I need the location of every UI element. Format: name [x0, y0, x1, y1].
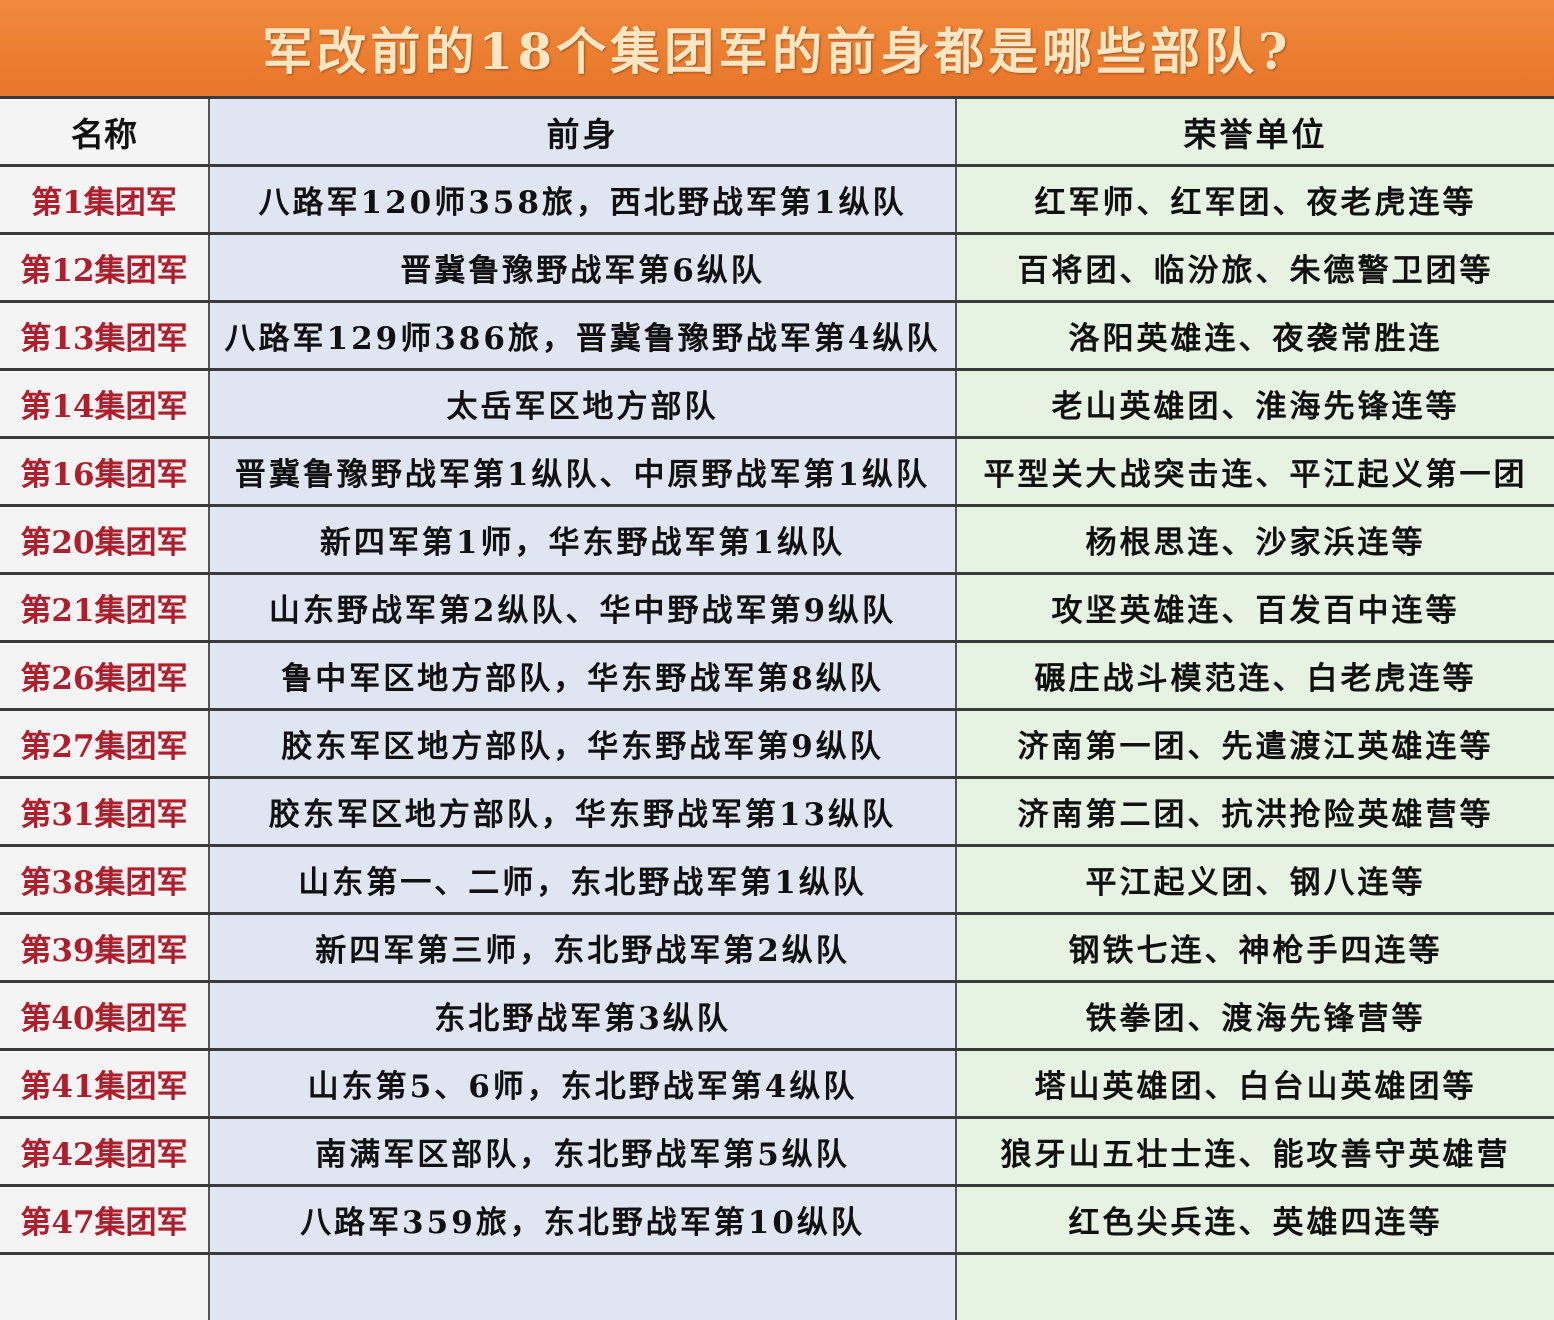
cell-name: 第12集团军	[0, 235, 210, 300]
table-row: 第47集团军 八路军359旅，东北野战军第10纵队 红色尖兵连、英雄四连等	[0, 1184, 1554, 1252]
cell-predecessor: 新四军第1师，华东野战军第1纵队	[210, 507, 957, 572]
cell-predecessor: 八路军120师358旅，西北野战军第1纵队	[210, 167, 957, 232]
table-header: 名称 前身 荣誉单位	[0, 96, 1554, 164]
cell-honor-units: 钢铁七连、神枪手四连等	[957, 915, 1554, 980]
cell-name: 第1集团军	[0, 167, 210, 232]
cell-honor-units: 济南第一团、先遣渡江英雄连等	[957, 711, 1554, 776]
cell-honor-units: 攻坚英雄连、百发百中连等	[957, 575, 1554, 640]
cell-name: 第27集团军	[0, 711, 210, 776]
table-row: 第26集团军 鲁中军区地方部队，华东野战军第8纵队 碾庄战斗模范连、白老虎连等	[0, 640, 1554, 708]
table-row: 第20集团军 新四军第1师，华东野战军第1纵队 杨根思连、沙家浜连等	[0, 504, 1554, 572]
cell-name: 第21集团军	[0, 575, 210, 640]
cell-name: 第14集团军	[0, 371, 210, 436]
cell-honor-units: 碾庄战斗模范连、白老虎连等	[957, 643, 1554, 708]
table-row: 第1集团军 八路军120师358旅，西北野战军第1纵队 红军师、红军团、夜老虎连等	[0, 164, 1554, 232]
cell-name: 第13集团军	[0, 303, 210, 368]
table-row: 第41集团军 山东第5、6师，东北野战军第4纵队 塔山英雄团、白台山英雄团等	[0, 1048, 1554, 1116]
table-row: 第40集团军 东北野战军第3纵队 铁拳团、渡海先锋营等	[0, 980, 1554, 1048]
cell-predecessor: 东北野战军第3纵队	[210, 983, 957, 1048]
table-row: 第14集团军 太岳军区地方部队 老山英雄团、淮海先锋连等	[0, 368, 1554, 436]
header-honor-units: 荣誉单位	[957, 99, 1554, 164]
cell-honor-units: 老山英雄团、淮海先锋连等	[957, 371, 1554, 436]
cell-name: 第31集团军	[0, 779, 210, 844]
table-row: 第31集团军 胶东军区地方部队，华东野战军第13纵队 济南第二团、抗洪抢险英雄营等	[0, 776, 1554, 844]
cell-honor-units: 红色尖兵连、英雄四连等	[957, 1187, 1554, 1252]
cell-name: 第41集团军	[0, 1051, 210, 1116]
table-row: 第27集团军 胶东军区地方部队，华东野战军第9纵队 济南第一团、先遣渡江英雄连等	[0, 708, 1554, 776]
page-title: 军改前的18个集团军的前身都是哪些部队?	[0, 0, 1554, 96]
table-row: 第39集团军 新四军第三师，东北野战军第2纵队 钢铁七连、神枪手四连等	[0, 912, 1554, 980]
cell-honor-units: 百将团、临汾旅、朱德警卫团等	[957, 235, 1554, 300]
cell-name: 第40集团军	[0, 983, 210, 1048]
cell-name: 第42集团军	[0, 1119, 210, 1184]
cell-honor-units: 塔山英雄团、白台山英雄团等	[957, 1051, 1554, 1116]
cell-predecessor: 八路军129师386旅，晋冀鲁豫野战军第4纵队	[210, 303, 957, 368]
cell-predecessor: 胶东军区地方部队，华东野战军第9纵队	[210, 711, 957, 776]
cell-predecessor: 晋冀鲁豫野战军第1纵队、中原野战军第1纵队	[210, 439, 957, 504]
table-row: 第38集团军 山东第一、二师，东北野战军第1纵队 平江起义团、钢八连等	[0, 844, 1554, 912]
cell-name: 第26集团军	[0, 643, 210, 708]
cell-honor-units: 铁拳团、渡海先锋营等	[957, 983, 1554, 1048]
cell-honor-units: 平江起义团、钢八连等	[957, 847, 1554, 912]
cell-predecessor: 南满军区部队，东北野战军第5纵队	[210, 1119, 957, 1184]
cell-predecessor: 八路军359旅，东北野战军第10纵队	[210, 1187, 957, 1252]
cell-name: 第47集团军	[0, 1187, 210, 1252]
table-row: 第16集团军 晋冀鲁豫野战军第1纵队、中原野战军第1纵队 平型关大战突击连、平江起义…	[0, 436, 1554, 504]
cell-honor-units: 杨根思连、沙家浜连等	[957, 507, 1554, 572]
cell-name: 第39集团军	[0, 915, 210, 980]
cell-honor-units: 洛阳英雄连、夜袭常胜连	[957, 303, 1554, 368]
cell-predecessor: 晋冀鲁豫野战军第6纵队	[210, 235, 957, 300]
table-row-partial	[0, 1252, 1554, 1320]
cell-predecessor: 山东第一、二师，东北野战军第1纵队	[210, 847, 957, 912]
cell-predecessor: 山东第5、6师，东北野战军第4纵队	[210, 1051, 957, 1116]
cell-honor-units: 平型关大战突击连、平江起义第一团	[957, 439, 1554, 504]
cell-honor-units: 济南第二团、抗洪抢险英雄营等	[957, 779, 1554, 844]
cell-predecessor: 胶东军区地方部队，华东野战军第13纵队	[210, 779, 957, 844]
cell-predecessor: 太岳军区地方部队	[210, 371, 957, 436]
cell-honor-units: 红军师、红军团、夜老虎连等	[957, 167, 1554, 232]
table-row: 第13集团军 八路军129师386旅，晋冀鲁豫野战军第4纵队 洛阳英雄连、夜袭常胜连	[0, 300, 1554, 368]
cell-name: 第38集团军	[0, 847, 210, 912]
cell-name: 第20集团军	[0, 507, 210, 572]
cell-predecessor: 新四军第三师，东北野战军第2纵队	[210, 915, 957, 980]
table: 名称 前身 荣誉单位 第1集团军 八路军120师358旅，西北野战军第1纵队 红军师…	[0, 96, 1554, 1320]
cell-predecessor: 鲁中军区地方部队，华东野战军第8纵队	[210, 643, 957, 708]
table-row: 第12集团军 晋冀鲁豫野战军第6纵队 百将团、临汾旅、朱德警卫团等	[0, 232, 1554, 300]
cell-honor-units: 狼牙山五壮士连、能攻善守英雄营	[957, 1119, 1554, 1184]
table-row: 第21集团军 山东野战军第2纵队、华中野战军第9纵队 攻坚英雄连、百发百中连等	[0, 572, 1554, 640]
cell-predecessor: 山东野战军第2纵队、华中野战军第9纵队	[210, 575, 957, 640]
header-predecessor: 前身	[210, 99, 957, 164]
table-row: 第42集团军 南满军区部队，东北野战军第5纵队 狼牙山五壮士连、能攻善守英雄营	[0, 1116, 1554, 1184]
header-name: 名称	[0, 99, 210, 164]
cell-name: 第16集团军	[0, 439, 210, 504]
